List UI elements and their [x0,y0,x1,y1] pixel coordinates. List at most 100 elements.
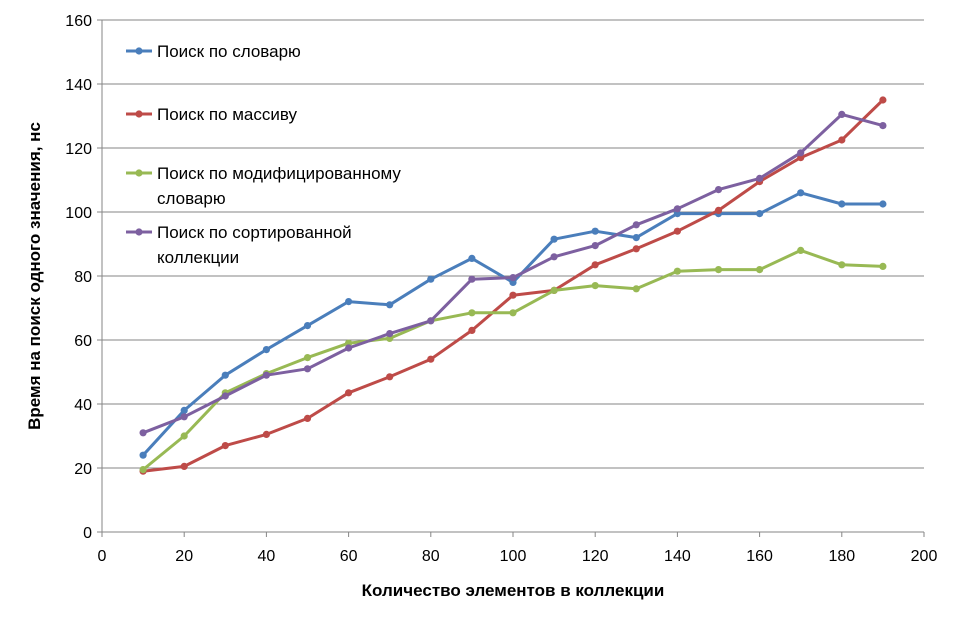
data-point [139,451,147,459]
data-point [386,373,394,381]
data-point [714,206,723,214]
data-point [797,189,805,197]
data-point [427,355,435,363]
x-axis-title: Количество элементов в коллекции [362,581,665,600]
data-point [756,266,764,274]
data-point [673,227,682,235]
legend-label: коллекции [157,248,239,267]
data-point [550,286,558,294]
data-point [879,96,887,104]
data-point [756,210,764,218]
y-tick-label: 0 [83,525,92,542]
x-tick-label: 80 [422,548,440,565]
legend-label: Поиск по сортированной [157,223,352,242]
y-axis-ticks: 0 20 40 60 80 100 120 140 160 [65,13,102,542]
data-point [632,245,640,253]
data-point [673,267,682,275]
y-tick-label: 80 [74,269,92,286]
data-point [632,234,640,242]
data-point [591,282,599,290]
x-tick-label: 100 [500,548,527,565]
x-tick-label: 160 [746,548,773,565]
x-tick-label: 0 [98,548,107,565]
data-point [221,371,229,379]
data-point [303,414,312,422]
data-point [632,221,640,229]
data-point [468,326,476,334]
data-point [386,301,394,309]
data-point [180,413,188,421]
y-tick-label: 120 [65,141,92,158]
data-point [221,442,229,450]
series-4 [139,110,887,437]
data-point [879,262,887,270]
data-point [797,246,805,254]
data-point [345,298,353,306]
data-point [468,275,476,283]
legend-label: Поиск по словарю [157,42,301,61]
data-point [468,309,476,317]
y-tick-label: 40 [74,397,92,414]
data-point [262,346,270,354]
y-tick-label: 140 [65,77,92,94]
data-point [345,344,353,352]
legend-entry: Поиск по массиву [126,105,298,124]
legend-label: словарю [157,189,226,208]
data-point [673,205,682,213]
legend-marker [135,110,143,118]
legend-entry: Поиск по модифицированному словарю [126,164,401,208]
y-tick-label: 100 [65,205,92,222]
legend-entry: Поиск по сортированной коллекции [126,223,352,267]
data-point [879,200,887,208]
x-tick-label: 180 [828,548,855,565]
data-point [838,200,846,208]
data-point [303,365,312,373]
legend-entry: Поиск по словарю [126,42,301,61]
data-point [838,110,846,118]
legend-label: Поиск по массиву [157,105,298,124]
data-point [714,266,723,274]
legend-marker [135,228,143,236]
x-tick-label: 200 [911,548,938,565]
data-point [262,430,270,438]
series-line [142,112,884,435]
x-tick-label: 20 [175,548,193,565]
data-point [303,354,312,362]
legend: Поиск по словарю Поиск по массиву Поиск по… [126,42,401,267]
data-point [303,322,312,330]
legend-label: Поиск по модифицированному [157,164,401,183]
data-point [427,275,435,283]
data-point [345,389,353,397]
series-lines [139,96,887,475]
data-point [632,285,640,293]
data-point [550,253,558,261]
data-point [879,122,887,130]
data-point [139,429,147,437]
y-tick-label: 60 [74,333,92,350]
data-point [838,261,846,269]
data-point [262,371,270,379]
x-tick-label: 140 [664,548,691,565]
x-tick-label: 120 [582,548,609,565]
data-point [509,274,517,282]
legend-marker [135,169,143,177]
data-point [180,406,188,414]
data-point [550,235,558,243]
x-tick-label: 60 [340,548,358,565]
data-point [797,149,805,157]
data-point [386,330,394,338]
data-point [509,291,517,299]
y-axis-title: Время на поиск одного значения, нс [25,122,44,430]
y-tick-label: 160 [65,13,92,30]
data-point [180,432,188,440]
data-point [714,186,723,194]
data-point [139,466,147,474]
y-tick-label: 20 [74,461,92,478]
data-point [591,261,599,269]
data-point [591,242,599,250]
data-point [509,309,517,317]
data-point [221,392,229,400]
legend-marker [135,47,143,55]
data-point [468,254,476,262]
